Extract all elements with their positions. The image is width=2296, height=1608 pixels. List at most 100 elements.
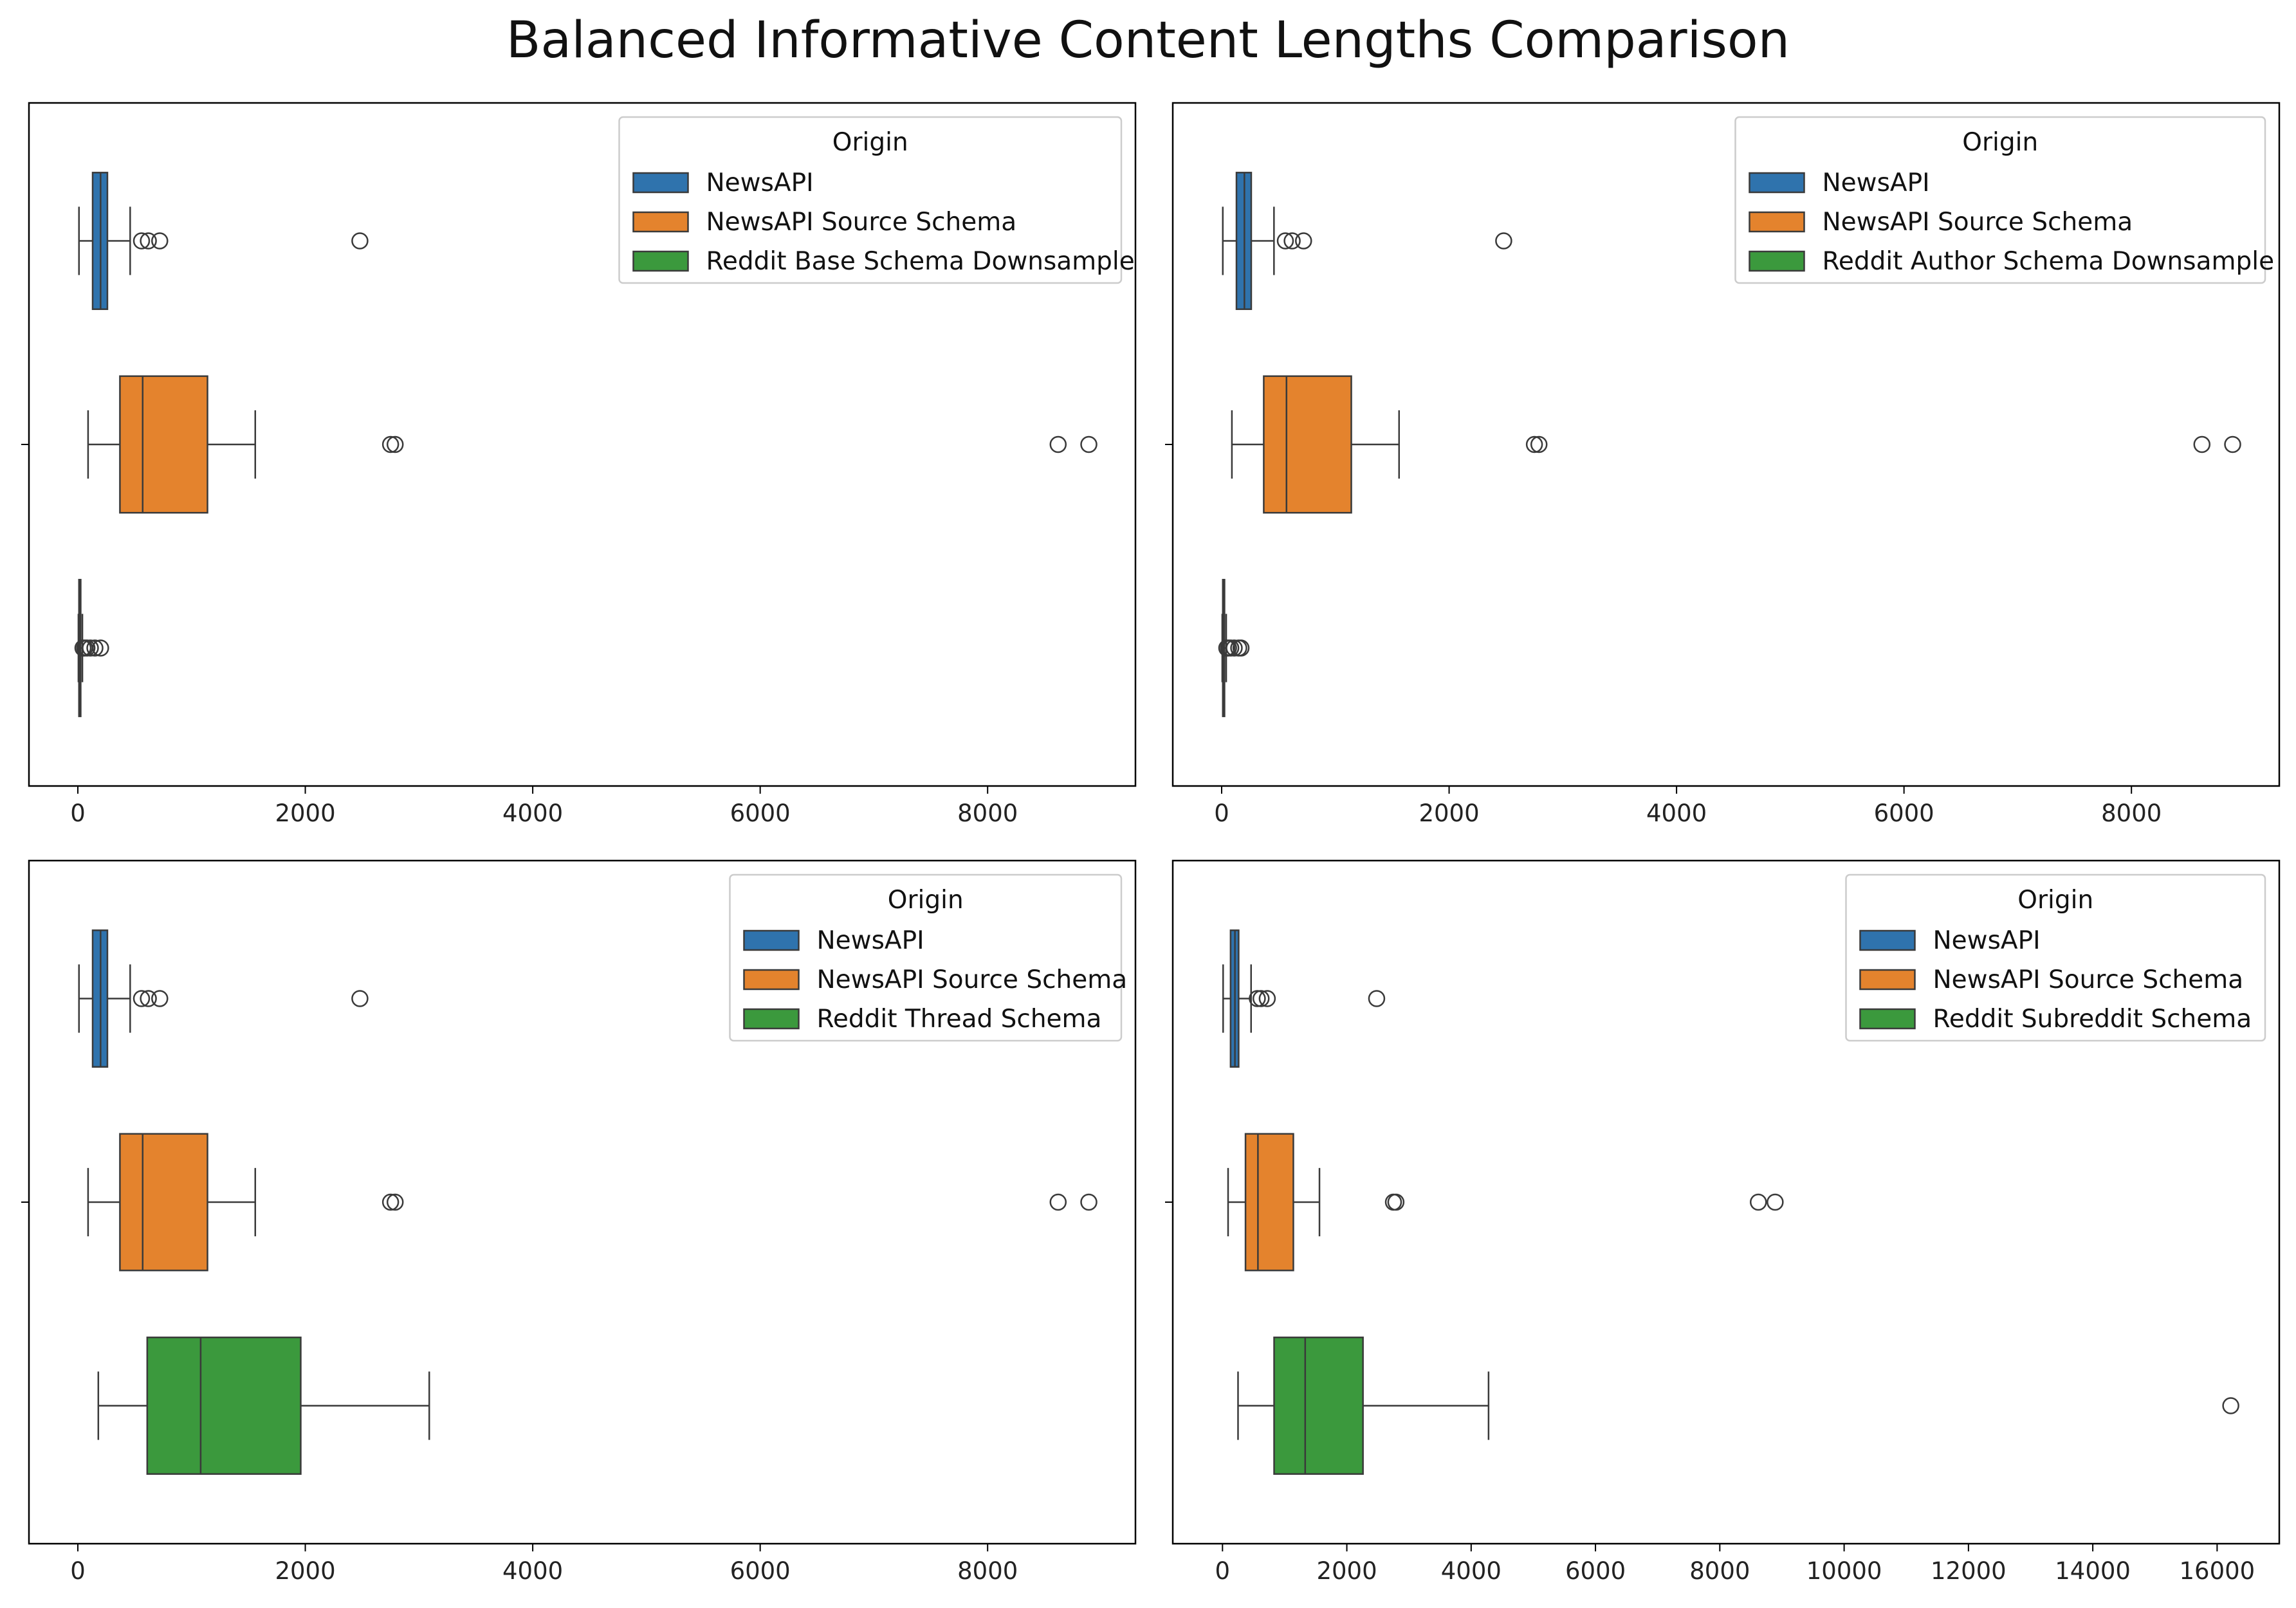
- x-tick-label: 2000: [1419, 799, 1479, 827]
- legend-swatch: [1749, 250, 1805, 272]
- outlier-point: [351, 232, 369, 250]
- legend-entry: NewsAPI: [706, 169, 814, 197]
- legend-swatch: [1859, 929, 1916, 951]
- outlier-point: [82, 639, 99, 657]
- legend: Origin NewsAPI NewsAPI Source Schema Reddit…: [1734, 116, 2275, 284]
- legend-title: Origin: [1962, 128, 2038, 157]
- legend-entry: NewsAPI: [1823, 169, 1930, 197]
- box-1: [1222, 929, 1386, 1068]
- figure-title: Balanced Informative Content Lengths Com…: [506, 12, 1790, 69]
- x-tick-label: 8000: [957, 799, 1018, 827]
- box-1: [1222, 172, 1512, 310]
- outlier-point: [1495, 232, 1512, 250]
- legend-frame: [618, 116, 1123, 284]
- outlier-point: [1525, 435, 1543, 453]
- x-tick-label: 2000: [275, 1557, 335, 1585]
- x-tick-label: 6000: [1874, 799, 1934, 827]
- box-2: [1227, 1133, 1784, 1272]
- iqr-box: [146, 1337, 302, 1475]
- outlier-point: [151, 232, 169, 250]
- outlier-point: [2193, 435, 2211, 453]
- legend-title: Origin: [832, 128, 908, 157]
- box-2: [1231, 375, 2241, 514]
- x-tick-label: 6000: [730, 1557, 791, 1585]
- outlier-point: [140, 990, 157, 1007]
- legend-entry: NewsAPI Source Schema: [1933, 965, 2244, 994]
- outlier-point: [1295, 232, 1312, 250]
- outlier-point: [1080, 1193, 1097, 1211]
- x-tick-label: 4000: [1441, 1557, 1502, 1585]
- legend: Origin NewsAPI NewsAPI Source Schema Reddit…: [1845, 873, 2266, 1042]
- panel-1: 0 2000 4000 6000 8000 Origin NewsAPI NewsAPI So…: [21, 102, 1137, 827]
- box-1: [78, 172, 369, 310]
- x-tick-label: 14000: [2055, 1557, 2131, 1585]
- iqr-box: [1263, 375, 1352, 514]
- outlier-point: [1530, 435, 1548, 453]
- legend-frame: [729, 873, 1123, 1042]
- panel-3: 0 2000 4000 6000 8000 Origin NewsAPI NewsAPI So…: [21, 859, 1137, 1585]
- x-tick-label: 2000: [1316, 1557, 1377, 1585]
- iqr-box: [1244, 1133, 1294, 1272]
- legend-title: Origin: [2017, 886, 2093, 915]
- outlier-point: [381, 435, 400, 453]
- legend-swatch: [743, 929, 800, 951]
- legend-frame: [1845, 873, 2266, 1042]
- outlier-point: [1276, 232, 1294, 250]
- legend-title: Origin: [888, 886, 964, 915]
- outlier-point: [386, 435, 404, 453]
- outlier-point: [1387, 1193, 1405, 1211]
- legend-swatch: [1749, 172, 1805, 194]
- box-3: [1237, 1337, 2239, 1475]
- outlier-point: [133, 232, 151, 250]
- outlier-point: [1258, 990, 1276, 1007]
- x-tick-label: 2000: [275, 799, 335, 827]
- legend-swatch: [1859, 969, 1916, 991]
- x-tick-label: 16000: [2180, 1557, 2255, 1585]
- legend-swatch: [743, 969, 800, 991]
- outlier-point: [1080, 435, 1097, 453]
- outlier-point: [1249, 990, 1266, 1007]
- x-tick-label: 0: [1214, 799, 1229, 827]
- box-3: [1218, 579, 1250, 717]
- x-tick-label: 8000: [1689, 1557, 1750, 1585]
- outlier-point: [1767, 1193, 1784, 1211]
- outlier-point: [351, 990, 369, 1007]
- outlier-point: [1232, 639, 1250, 657]
- x-tick-label: 6000: [730, 799, 791, 827]
- iqr-box: [119, 1133, 208, 1272]
- outlier-point: [1283, 232, 1301, 250]
- x-tick-label: 8000: [957, 1557, 1018, 1585]
- outlier-point: [1049, 435, 1067, 453]
- iqr-box: [1273, 1337, 1364, 1475]
- outlier-point: [1368, 990, 1386, 1007]
- box-3: [97, 1337, 430, 1475]
- legend-entry: NewsAPI: [817, 926, 924, 955]
- box-2: [87, 1133, 1097, 1272]
- outlier-point: [1252, 990, 1270, 1007]
- legend-frame: [1734, 116, 2266, 284]
- x-tick-label: 0: [1215, 1557, 1231, 1585]
- x-tick-label: 12000: [1931, 1557, 2007, 1585]
- legend-swatch: [632, 250, 689, 272]
- x-tick-label: 4000: [502, 1557, 563, 1585]
- outlier-point: [2222, 1397, 2239, 1414]
- legend-entry: Reddit Subreddit Schema: [1933, 1005, 2252, 1034]
- x-tick-label: 0: [70, 1557, 86, 1585]
- outlier-point: [92, 639, 109, 657]
- legend-swatch: [1859, 1008, 1916, 1030]
- x-tick-label: 4000: [1646, 799, 1707, 827]
- x-tick-label: 6000: [1565, 1557, 1626, 1585]
- legend-entry: NewsAPI: [1933, 926, 2041, 955]
- x-tick-label: 4000: [502, 799, 563, 827]
- box-2: [87, 375, 1097, 514]
- outlier-point: [386, 1193, 404, 1211]
- iqr-box: [119, 375, 208, 514]
- legend-swatch: [1749, 211, 1805, 233]
- x-tick-label: 10000: [1806, 1557, 1882, 1585]
- legend-entry: Reddit Author Schema Downsample: [1823, 247, 2275, 276]
- legend-entry: NewsAPI Source Schema: [706, 208, 1017, 237]
- outlier-point: [1226, 639, 1243, 657]
- box-1: [78, 929, 369, 1068]
- legend-entry: NewsAPI Source Schema: [817, 965, 1128, 994]
